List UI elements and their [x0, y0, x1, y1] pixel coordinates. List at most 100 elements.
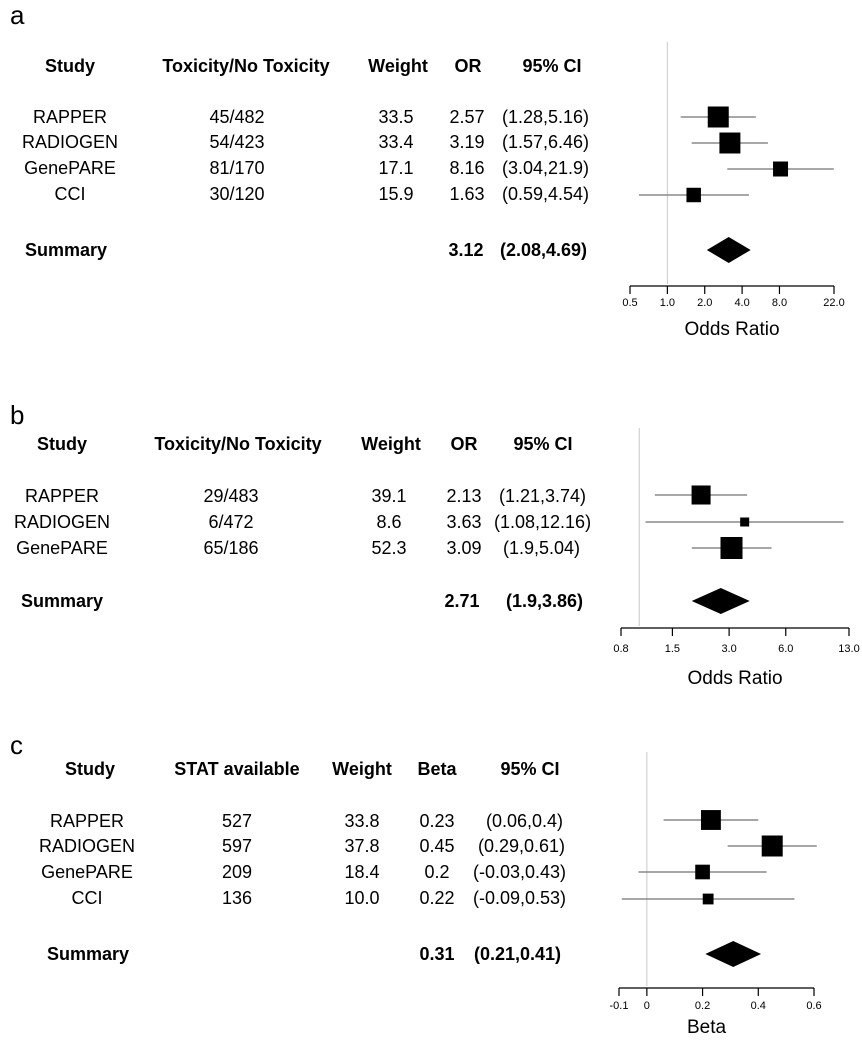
forest-panel-b: b Study Toxicity/No Toxicity Weight OR 9…: [0, 400, 862, 700]
row-count: 136: [221, 888, 253, 908]
row-estimate: 2.13: [446, 486, 482, 506]
row-study: GenePARE: [24, 158, 116, 178]
estimate-box: [761, 835, 783, 857]
row-study: RAPPER: [49, 811, 125, 831]
row-study: RAPPER: [24, 486, 100, 506]
row-weight: 37.8: [344, 836, 380, 856]
column-header-study: Study: [36, 434, 88, 454]
row-weight: 15.9: [378, 184, 414, 204]
x-tick-label: 1.0: [660, 297, 675, 309]
estimate-box: [707, 106, 729, 128]
row-ci: (1.28,5.16): [502, 107, 590, 127]
summary-diamond: [706, 237, 751, 263]
summary-estimate: 0.31: [419, 944, 455, 964]
x-tick-label: 13.0: [838, 643, 859, 655]
column-header-study: Study: [44, 56, 96, 76]
x-tick-label: 6.0: [778, 643, 793, 655]
x-axis-label: Odds Ratio: [684, 319, 779, 340]
column-header-estimate: Beta: [417, 759, 457, 779]
row-weight: 39.1: [371, 486, 407, 506]
row-ci: (1.9,5.04): [503, 538, 581, 558]
summary-label: Summary: [46, 944, 130, 964]
x-tick-label: 0.2: [695, 1000, 710, 1012]
row-count: 65/186: [203, 538, 259, 558]
summary-ci: (2.08,4.69): [500, 240, 588, 260]
x-tick-label: 1.5: [665, 643, 680, 655]
estimate-box: [719, 132, 741, 154]
column-header-weight: Weight: [332, 759, 392, 779]
column-header-study: Study: [64, 759, 116, 779]
row-weight: 8.6: [376, 512, 402, 532]
row-estimate: 3.63: [446, 512, 482, 532]
x-tick-label: 2.0: [697, 297, 712, 309]
forest-panel-a: a Study Toxicity/No Toxicity Weight OR 9…: [0, 0, 862, 350]
summary-diamond: [691, 588, 750, 614]
row-ci: (0.59,4.54): [502, 184, 590, 204]
estimate-box: [740, 517, 750, 527]
row-study: RADIOGEN: [38, 836, 136, 856]
column-header-estimate: OR: [450, 434, 478, 454]
x-tick-label: 4.0: [734, 297, 749, 309]
row-estimate: 3.09: [446, 538, 482, 558]
summary-ci: (1.9,3.86): [506, 591, 584, 611]
estimate-box: [686, 187, 701, 203]
row-count: 527: [221, 811, 253, 831]
row-count: 597: [221, 836, 253, 856]
row-count: 81/170: [209, 158, 265, 178]
row-estimate: 1.63: [449, 184, 485, 204]
x-tick-label: 8.0: [772, 297, 787, 309]
forest-plot-b: 0.8 1.5 3.0 6.0 13.0 Odds Ratio: [613, 428, 860, 689]
row-ci: (1.21,3.74): [499, 486, 587, 506]
row-count: 209: [221, 862, 253, 882]
row-weight: 10.0: [344, 888, 380, 908]
column-header-ci: 95% CI: [500, 759, 560, 779]
row-estimate: 2.57: [449, 107, 485, 127]
x-tick-label: 0: [644, 1000, 650, 1012]
row-ci: (-0.03,0.43): [473, 862, 567, 882]
row-weight: 18.4: [344, 862, 380, 882]
row-ci: (3.04,21.9): [502, 158, 590, 178]
column-header-ci: 95% CI: [522, 56, 582, 76]
forest-plot-a: 0.5 1.0 2.0 4.0 8.0 22.0 Odds Ratio: [622, 42, 845, 340]
row-study: GenePARE: [41, 862, 133, 882]
summary-label: Summary: [24, 240, 108, 260]
row-study: GenePARE: [16, 538, 108, 558]
row-count: 6/472: [208, 512, 254, 532]
row-count: 29/483: [203, 486, 259, 506]
panel-letter: b: [10, 400, 25, 430]
row-count: 45/482: [209, 107, 265, 127]
row-count: 30/120: [209, 184, 265, 204]
column-header-ci: 95% CI: [513, 434, 573, 454]
row-study: CCI: [71, 888, 103, 908]
x-tick-label: 0.4: [751, 1000, 766, 1012]
panel-letter: c: [10, 730, 23, 760]
x-tick-label: 0.8: [613, 643, 628, 655]
row-study: RADIOGEN: [21, 132, 119, 152]
estimate-box: [691, 485, 711, 505]
column-header-weight: Weight: [368, 56, 428, 76]
row-estimate: 0.45: [419, 836, 455, 856]
row-weight: 17.1: [378, 158, 414, 178]
column-header-count: Toxicity/No Toxicity: [154, 434, 322, 454]
column-header-count: STAT available: [174, 759, 300, 779]
summary-diamond: [705, 941, 762, 967]
x-tick-label: 3.0: [721, 643, 736, 655]
estimate-box: [720, 537, 743, 559]
row-weight: 33.5: [378, 107, 414, 127]
estimate-box: [700, 810, 721, 830]
row-estimate: 0.23: [419, 811, 455, 831]
estimate-box: [773, 161, 789, 177]
row-estimate: 8.16: [449, 158, 485, 178]
row-estimate: 0.2: [424, 862, 450, 882]
forest-panel-c: c Study STAT available Weight Beta 95% C…: [0, 728, 862, 1044]
row-weight: 52.3: [371, 538, 407, 558]
row-study: RADIOGEN: [13, 512, 111, 532]
summary-ci: (0.21,0.41): [474, 944, 562, 964]
forest-plot-c: -0.1 0 0.2 0.4 0.6 Beta: [610, 752, 822, 1038]
column-header-weight: Weight: [361, 434, 421, 454]
x-tick-label: 0.5: [622, 297, 637, 309]
row-ci: (1.08,12.16): [494, 512, 592, 532]
x-tick-label: -0.1: [610, 1000, 629, 1012]
column-header-estimate: OR: [454, 56, 482, 76]
estimate-box: [695, 864, 710, 880]
